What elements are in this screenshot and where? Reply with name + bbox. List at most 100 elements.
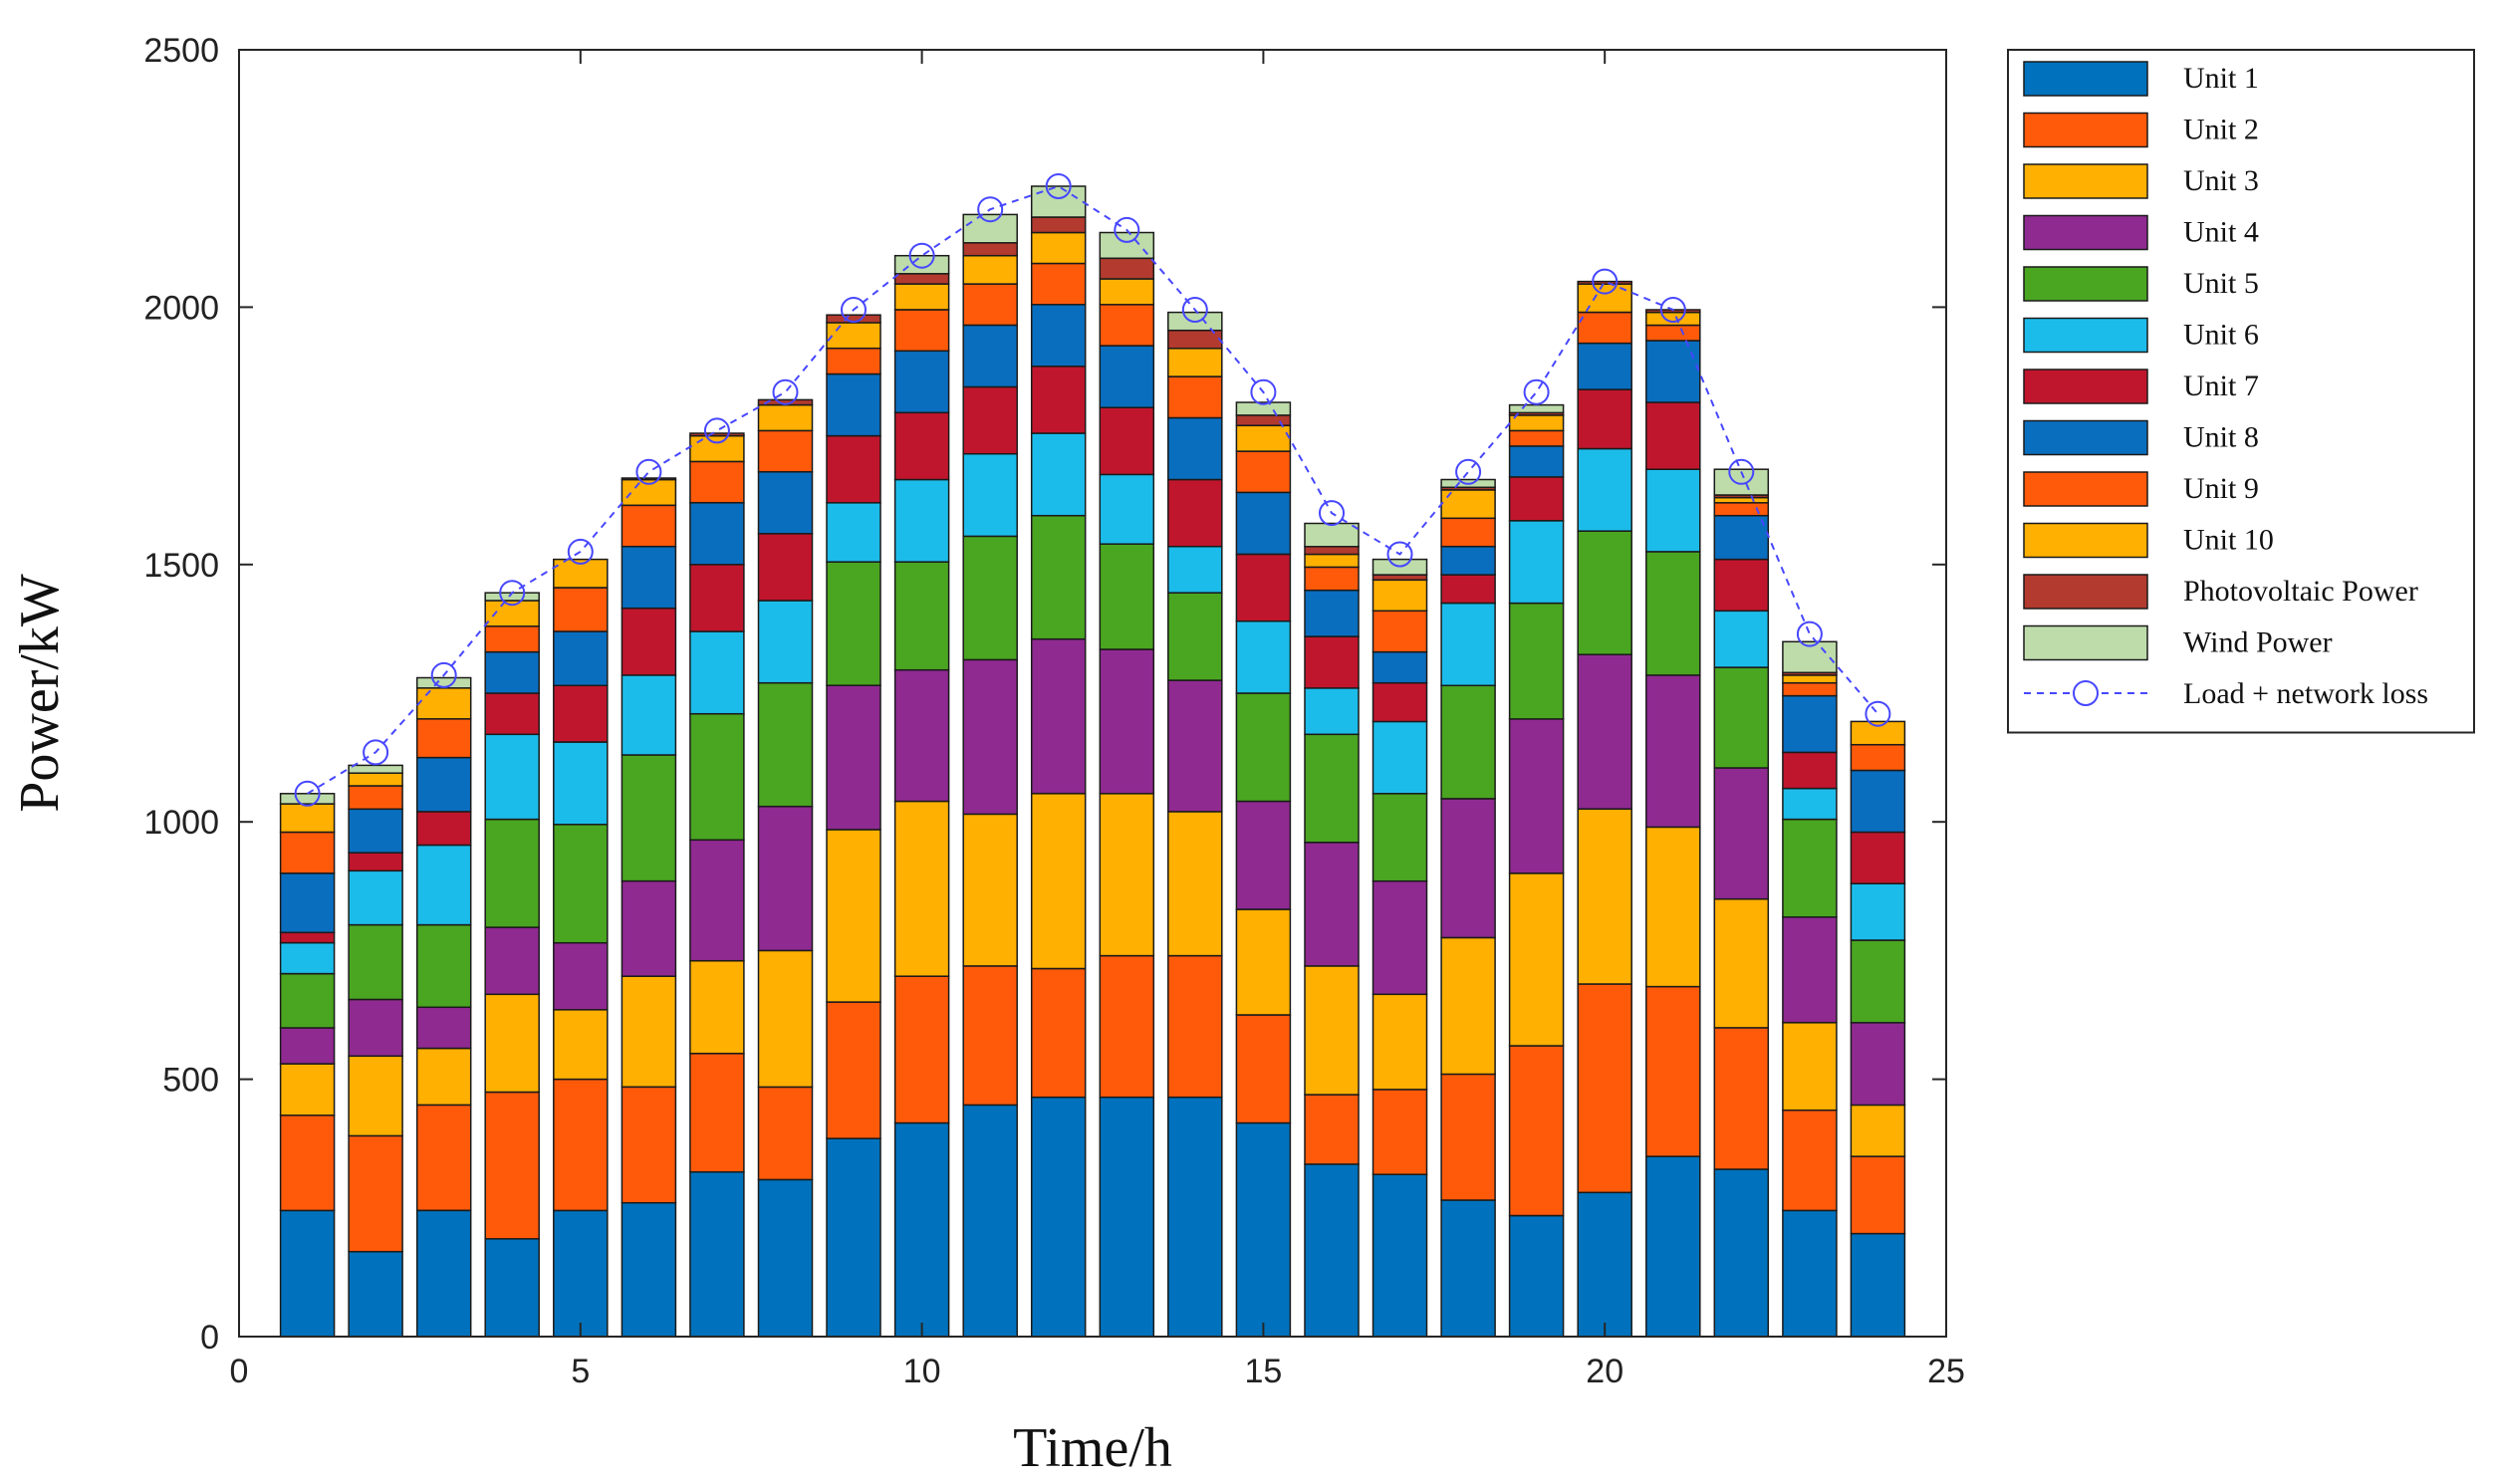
- bar-segment: [1645, 551, 1701, 676]
- legend-swatch: [2023, 266, 2148, 302]
- bar-segment: [826, 502, 881, 563]
- bar-segment: [1099, 543, 1155, 650]
- bar-segment: [893, 411, 950, 481]
- bar-segment: [962, 965, 1018, 1107]
- bar-segment: [279, 1114, 336, 1212]
- bar-segment: [1235, 401, 1292, 416]
- bar-segment: [757, 1086, 814, 1181]
- y-axis-title: Power/kW: [9, 574, 71, 813]
- bar-segment: [1713, 1168, 1770, 1338]
- bar-segment: [415, 718, 472, 759]
- x-axis-title: Time/h: [1013, 1417, 1172, 1479]
- bar-segment: [962, 658, 1018, 816]
- bar-segment: [826, 1137, 881, 1338]
- legend-swatch: [2023, 214, 2148, 251]
- legend-label: Unit 1: [2183, 62, 2259, 95]
- bar-segment: [1577, 447, 1632, 532]
- bar-segment: [826, 561, 881, 686]
- legend-label: Unit 6: [2183, 319, 2259, 352]
- bar-segment: [1782, 694, 1838, 754]
- bar-segment: [1235, 908, 1292, 1016]
- bar-segment: [415, 1006, 472, 1050]
- bar-segment: [1304, 545, 1360, 556]
- bar-segment: [1372, 681, 1428, 723]
- bar-segment: [893, 273, 950, 285]
- bar-segment: [1782, 674, 1838, 684]
- bar-segment: [621, 674, 677, 756]
- bar-segment: [1577, 280, 1632, 285]
- bar-segment: [279, 793, 336, 805]
- bar-segment: [553, 941, 609, 1011]
- load-marker: [772, 378, 799, 405]
- legend: Unit 1 Unit 2 Unit 3 Unit 4 Unit 5 Unit 6 Unit…: [2007, 49, 2475, 734]
- bar-segment: [1304, 842, 1360, 967]
- bar-segment: [1030, 185, 1087, 218]
- bar-segment: [484, 692, 540, 736]
- bar-segment: [962, 213, 1018, 244]
- bar-segment: [415, 687, 472, 720]
- bar-segment: [1167, 416, 1223, 481]
- bar-segment: [1713, 666, 1770, 769]
- bar-segment: [1850, 939, 1906, 1024]
- bar-segment: [1645, 311, 1701, 327]
- bar-segment: [1713, 897, 1770, 1029]
- bar-segment: [1030, 432, 1087, 517]
- bar-segment: [689, 630, 745, 715]
- ticks-layer: 0 5 10 15 20 25 0 500 1000 1500 2000 2500: [143, 32, 1965, 1390]
- load-marker: [1592, 268, 1619, 295]
- bar-segment: [689, 1053, 745, 1173]
- bar-segment: [757, 949, 814, 1089]
- bar-segment: [621, 975, 677, 1089]
- bar-segment: [1645, 340, 1701, 403]
- bar-segment: [1030, 366, 1087, 434]
- bar-segment: [553, 587, 609, 632]
- bar-segment: [1167, 954, 1223, 1099]
- y-tick-label: 1500: [143, 547, 219, 585]
- bar-segment: [1304, 522, 1360, 548]
- bar-segment: [621, 545, 677, 610]
- bar-segment: [1099, 231, 1155, 260]
- legend-label: Load + network loss: [2183, 677, 2428, 710]
- bar-segment: [279, 972, 336, 1029]
- bar-segment: [1372, 579, 1428, 613]
- bar-segment: [1782, 751, 1838, 790]
- bar-segment: [893, 283, 950, 311]
- bar-segment: [1167, 545, 1223, 594]
- bar-segment: [553, 630, 609, 687]
- bar-segment: [1304, 553, 1360, 569]
- bar-segment: [553, 1078, 609, 1212]
- bar-segment: [1440, 936, 1496, 1076]
- bar-segment: [1577, 653, 1632, 810]
- bar-segment: [1304, 1094, 1360, 1165]
- bar-segment: [1508, 1214, 1565, 1338]
- bar-segment: [757, 681, 814, 808]
- bar-segment: [1167, 679, 1223, 813]
- load-marker: [1386, 541, 1413, 568]
- bar-segment: [757, 1178, 814, 1338]
- bar-segment: [1577, 311, 1632, 345]
- bar-segment: [1099, 793, 1155, 957]
- bar-segment: [689, 434, 745, 463]
- y-tick-label: 500: [162, 1062, 219, 1100]
- bar-segment: [1440, 798, 1496, 939]
- bar-segment: [689, 959, 745, 1055]
- bar-segment: [1372, 650, 1428, 684]
- bar-segment: [1235, 424, 1292, 452]
- legend-label: Unit 10: [2183, 524, 2274, 557]
- bar-segment: [826, 347, 881, 375]
- bar-segment: [893, 254, 950, 275]
- bar-segment: [553, 1209, 609, 1338]
- bar-segment: [348, 869, 403, 926]
- bar-segment: [621, 607, 677, 676]
- x-tick-label: 15: [1244, 1353, 1282, 1390]
- bar-segment: [893, 350, 950, 414]
- x-tick-label: 25: [1927, 1353, 1965, 1390]
- load-marker: [1455, 458, 1482, 485]
- bar-segment: [553, 741, 609, 826]
- bar-segment: [962, 254, 1018, 285]
- bar-segment: [1099, 954, 1155, 1099]
- bar-segment: [1782, 818, 1838, 918]
- bar-segment: [962, 452, 1018, 538]
- bar-segment: [279, 931, 336, 944]
- legend-label: Unit 9: [2183, 472, 2259, 505]
